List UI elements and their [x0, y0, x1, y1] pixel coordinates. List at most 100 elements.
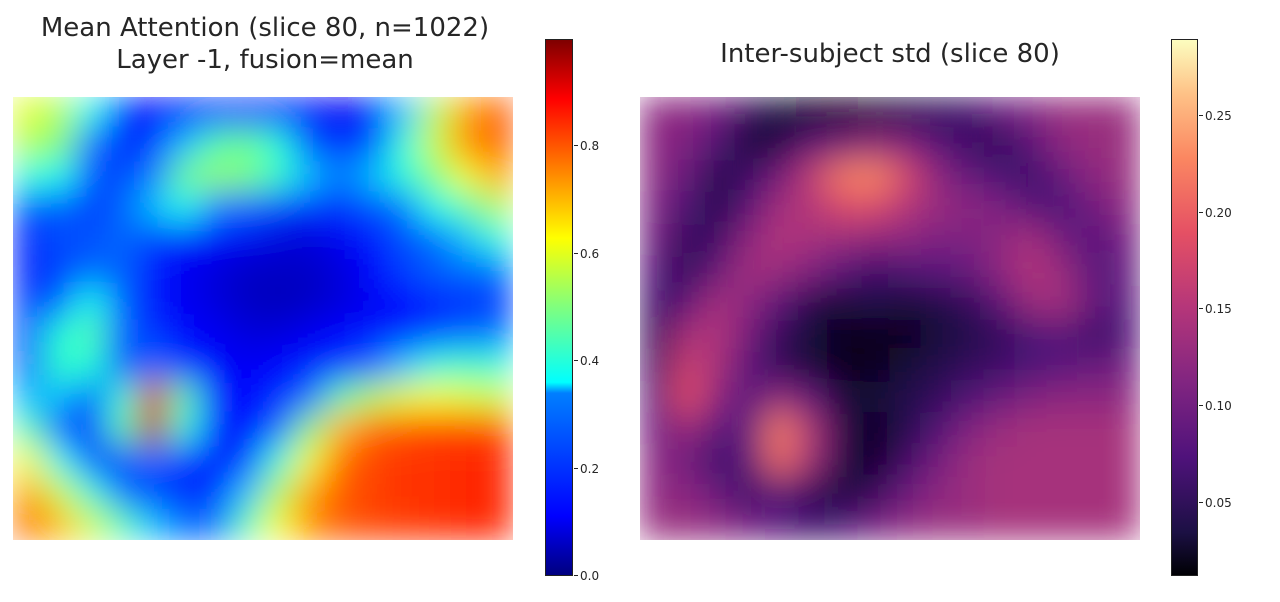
mean-attention-cell [450, 412, 483, 446]
std-cell [1045, 318, 1078, 351]
mean-attention-cell [325, 412, 358, 446]
mean-attention-cell [262, 412, 295, 446]
std-cell [733, 381, 766, 414]
mean-attention-cell [231, 159, 264, 193]
mean-attention-cell [325, 159, 358, 193]
mean-attention-cell [13, 349, 45, 383]
std-cell [920, 97, 953, 130]
mean-attention-cell [137, 444, 170, 478]
std-cell [670, 507, 703, 540]
mean-attention-cell [106, 349, 139, 383]
std-cell [1045, 444, 1078, 478]
mean-attention-cell [418, 191, 451, 225]
std-cell [983, 444, 1016, 478]
mean-attention-cell [137, 97, 170, 130]
mean-attention-cell [262, 254, 295, 288]
mean-attention-cell [450, 128, 483, 161]
std-cell [702, 286, 735, 319]
mean-attention-cell [200, 381, 233, 414]
mean-attention-cell [13, 476, 45, 509]
mean-attention-cell [387, 444, 420, 478]
mean-attention-cell [200, 159, 233, 193]
mean-attention-cell [137, 223, 170, 256]
mean-attention-cell [43, 254, 76, 288]
mean-attention-cell [356, 349, 389, 383]
std-cell [1077, 444, 1110, 478]
std-cell [983, 223, 1016, 256]
mean-attention-cell [231, 444, 264, 478]
mean-attention-cell [200, 507, 233, 540]
std-cell [983, 318, 1016, 351]
mean-attention-cell [356, 507, 389, 540]
mean-attention-cell [75, 159, 108, 193]
std-cell [1045, 412, 1078, 446]
mean-attention-colorbar-tick-label: 0.0 [573, 569, 600, 583]
mean-attention-cell [387, 507, 420, 540]
std-cell [764, 254, 797, 288]
std-cell [640, 286, 672, 319]
std-cell [1108, 412, 1140, 446]
std-cell [702, 476, 735, 509]
std-cell [640, 444, 672, 478]
mean-attention-cell [262, 476, 295, 509]
std-cell [702, 381, 735, 414]
mean-attention-colorbar [545, 39, 573, 576]
mean-attention-cell [325, 381, 358, 414]
std-cell [1014, 412, 1047, 446]
std-cell [795, 254, 828, 288]
mean-attention-cell [418, 159, 451, 193]
mean-attention-cell [13, 444, 45, 478]
left-chart-title-line1: Mean Attention (slice 80, n=1022) [40, 13, 490, 43]
mean-attention-cell [231, 381, 264, 414]
std-cell [889, 286, 922, 319]
std-cell [1077, 191, 1110, 225]
std-cell [983, 254, 1016, 288]
mean-attention-cell [13, 159, 45, 193]
mean-attention-cell [481, 412, 513, 446]
mean-attention-cell [387, 349, 420, 383]
mean-attention-cell [200, 476, 233, 509]
mean-attention-cell [356, 191, 389, 225]
mean-attention-cell [106, 191, 139, 225]
mean-attention-cell [43, 476, 76, 509]
mean-attention-cell [168, 97, 201, 130]
mean-attention-cell [231, 318, 264, 351]
std-cell [858, 254, 891, 288]
std-cell [827, 476, 860, 509]
std-cell [640, 381, 672, 414]
std-cell [1108, 444, 1140, 478]
std-cell [764, 349, 797, 383]
std-cell [889, 349, 922, 383]
std-cell [889, 97, 922, 130]
mean-attention-cell [137, 476, 170, 509]
std-cell [795, 444, 828, 478]
std-cell [1014, 159, 1047, 193]
std-cell [670, 254, 703, 288]
std-cell [858, 159, 891, 193]
std-cell [827, 159, 860, 193]
mean-attention-cell [13, 254, 45, 288]
std-cell [733, 476, 766, 509]
mean-attention-cell [262, 349, 295, 383]
mean-attention-cell [231, 191, 264, 225]
std-cell [889, 191, 922, 225]
std-cell [827, 318, 860, 351]
std-cell [1077, 318, 1110, 351]
std-cell [1014, 476, 1047, 509]
mean-attention-cell [481, 191, 513, 225]
mean-attention-cell [387, 128, 420, 161]
std-cell [983, 507, 1016, 540]
mean-attention-cell [231, 349, 264, 383]
std-cell [795, 412, 828, 446]
mean-attention-cell [387, 223, 420, 256]
std-cell [733, 191, 766, 225]
std-cell [1014, 254, 1047, 288]
mean-attention-cell [137, 412, 170, 446]
mean-attention-cell [43, 412, 76, 446]
mean-attention-cell [450, 97, 483, 130]
std-cell [858, 191, 891, 225]
mean-attention-cell [356, 97, 389, 130]
std-cell [1045, 381, 1078, 414]
mean-attention-cell [262, 507, 295, 540]
std-cell [920, 318, 953, 351]
